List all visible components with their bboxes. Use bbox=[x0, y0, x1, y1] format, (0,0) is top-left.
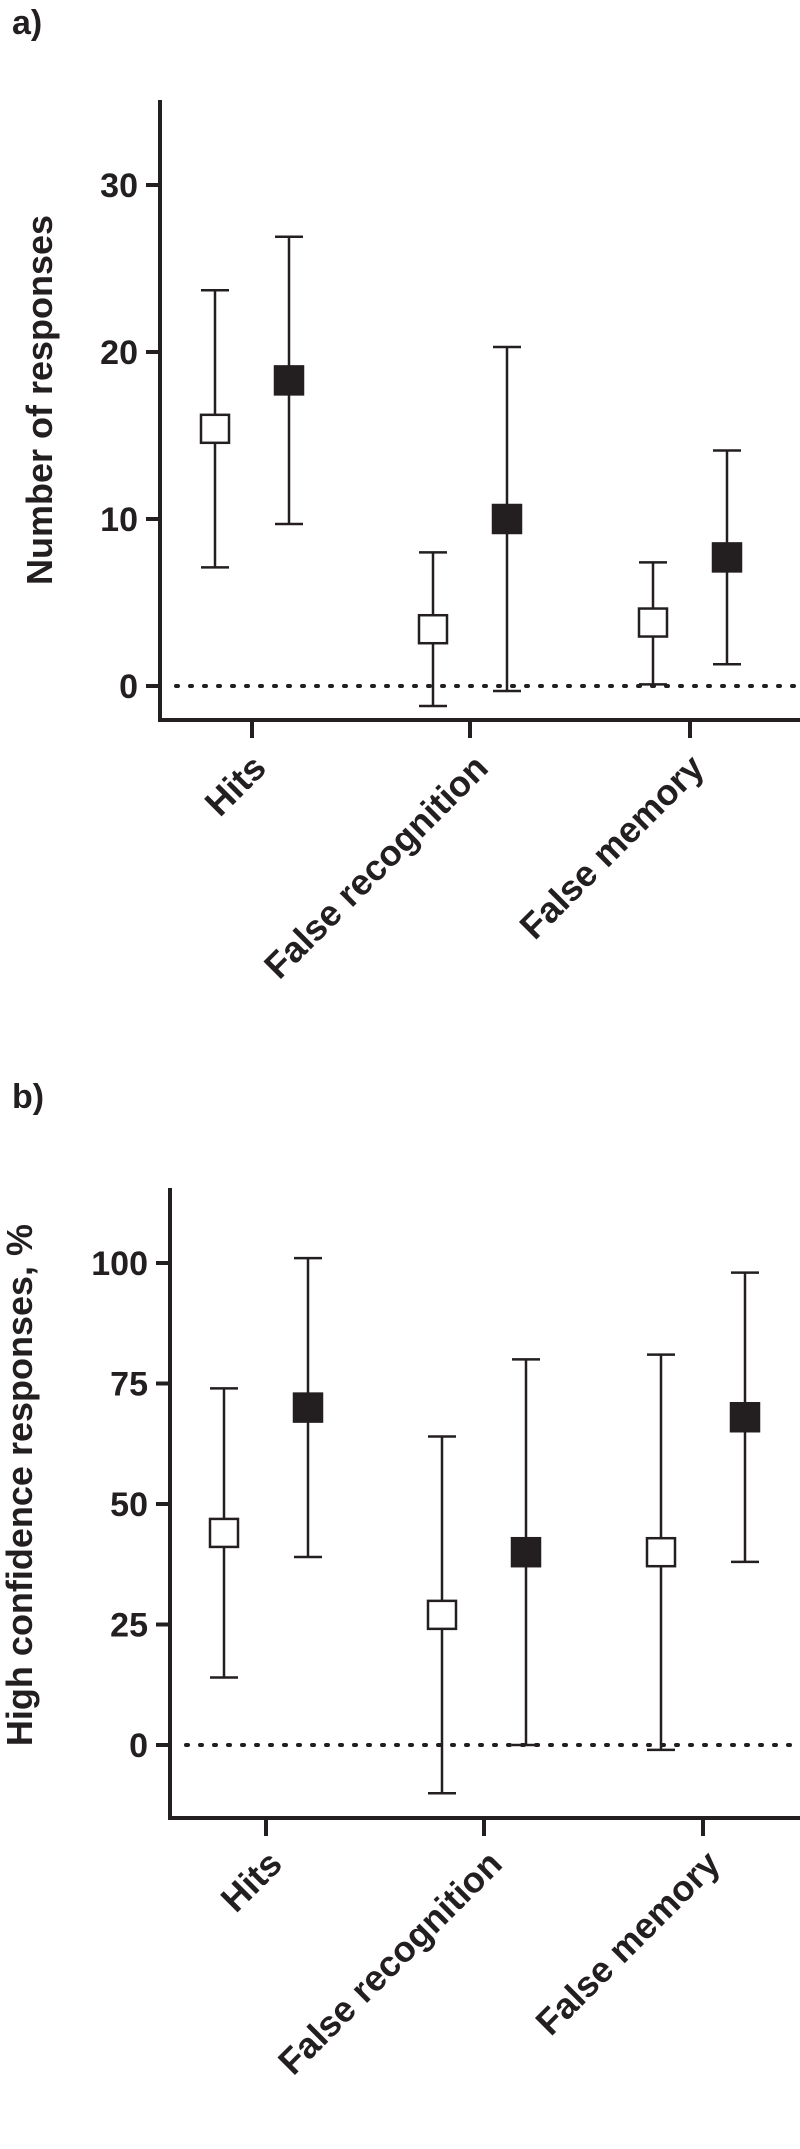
y-tick-label: 25 bbox=[110, 1607, 148, 1645]
data-point-filled-square bbox=[510, 1536, 542, 1568]
panel-b-y-axis-label: High confidence responses, % bbox=[0, 1224, 40, 1746]
data-point-filled-square bbox=[292, 1392, 324, 1423]
data-point-filled-square bbox=[491, 503, 523, 535]
y-tick-label: 75 bbox=[110, 1366, 148, 1404]
panel-a-y-axis-label: Number of responses bbox=[19, 215, 60, 585]
data-point-open-square bbox=[637, 607, 669, 638]
y-tick-label: 20 bbox=[100, 334, 138, 372]
data-point-open-square bbox=[645, 1536, 677, 1568]
y-tick-label: 30 bbox=[100, 167, 138, 205]
x-category-label: Hits bbox=[197, 747, 274, 824]
x-category-label: False memory bbox=[511, 747, 711, 947]
y-tick-label: 0 bbox=[129, 1727, 148, 1765]
y-tick-label: 10 bbox=[100, 501, 138, 539]
y-tick-label: 50 bbox=[110, 1486, 148, 1524]
series-filled-square bbox=[292, 1256, 761, 1747]
x-category-label: False recognition bbox=[256, 747, 496, 987]
x-category-label: False memory bbox=[527, 1843, 727, 2043]
series-open-square bbox=[208, 1353, 677, 1795]
panel-label-a: a) bbox=[12, 4, 42, 42]
data-point-open-square bbox=[199, 413, 231, 445]
data-point-filled-square bbox=[273, 365, 305, 396]
x-category-label: False recognition bbox=[270, 1843, 510, 2083]
data-point-open-square bbox=[208, 1517, 240, 1549]
x-category-label: Hits bbox=[213, 1843, 290, 1920]
data-point-open-square bbox=[417, 613, 449, 645]
series-filled-square bbox=[273, 235, 743, 693]
data-point-open-square bbox=[426, 1599, 458, 1631]
y-tick-label: 0 bbox=[119, 668, 138, 706]
data-point-filled-square bbox=[711, 542, 743, 573]
data-point-filled-square bbox=[729, 1401, 761, 1433]
y-tick-label: 100 bbox=[91, 1245, 148, 1283]
series-open-square bbox=[199, 288, 669, 708]
panel-label-b: b) bbox=[12, 1078, 44, 1116]
